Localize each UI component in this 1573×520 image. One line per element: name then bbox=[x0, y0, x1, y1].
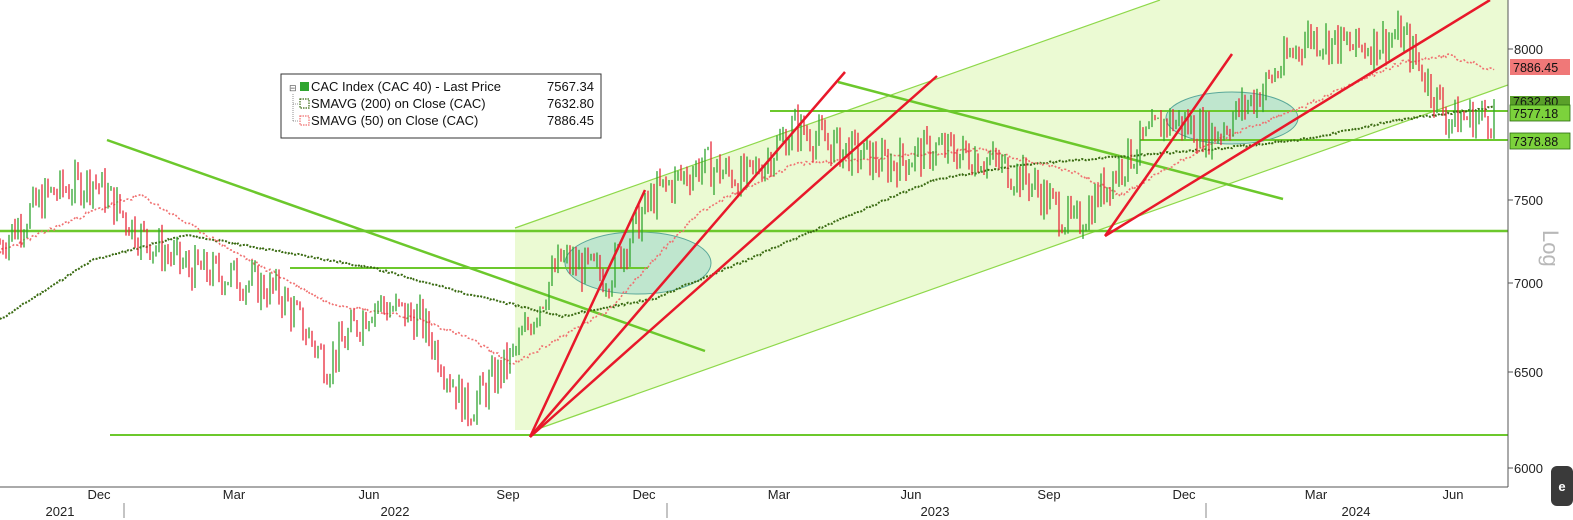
fan-line bbox=[529, 71, 846, 438]
fan-line bbox=[1103, 53, 1234, 237]
svg-text:e: e bbox=[1558, 479, 1565, 494]
x-axis: Dec Mar Jun Sep Dec Mar Jun Sep Dec Mar … bbox=[46, 487, 1464, 519]
fan-line bbox=[528, 189, 647, 438]
fan-line bbox=[1104, 0, 1491, 238]
legend-value: 7567.34 bbox=[547, 79, 594, 94]
legend-item: SMAVG (200) on Close (CAC) 7632.80 bbox=[299, 96, 594, 111]
y-tick-label: 6000 bbox=[1514, 461, 1543, 476]
x-month-label: Dec bbox=[87, 487, 111, 502]
legend-swatch bbox=[299, 115, 310, 126]
price-tag-label: 7577.18 bbox=[1513, 107, 1558, 121]
price-tag-label: 7886.45 bbox=[1513, 61, 1558, 75]
price-bars bbox=[0, 10, 1495, 427]
channel-upper-line bbox=[514, 0, 1161, 229]
y-axis: 8000 7500 7000 6500 6000 bbox=[1508, 42, 1543, 476]
legend-swatch bbox=[300, 82, 309, 91]
legend-label: SMAVG (200) on Close (CAC) bbox=[311, 96, 486, 111]
channel-lower-line bbox=[534, 84, 1508, 431]
legend-value: 7632.80 bbox=[547, 96, 594, 111]
x-month-label: Sep bbox=[496, 487, 519, 502]
fan-line bbox=[529, 75, 938, 438]
scale-label: Log bbox=[1538, 230, 1563, 267]
sma50-line bbox=[0, 53, 1495, 365]
y-tick-label: 7000 bbox=[1514, 276, 1543, 291]
x-month-label: Mar bbox=[1305, 487, 1328, 502]
y-tick-label: 7500 bbox=[1514, 193, 1543, 208]
plot-area bbox=[0, 0, 1508, 438]
legend-tree-icon: ⊟ bbox=[289, 83, 297, 93]
legend-swatch bbox=[299, 98, 310, 109]
x-year-label: 2023 bbox=[921, 504, 950, 519]
legend: CAC Index (CAC 40) - Last Price 7567.34 … bbox=[280, 73, 602, 139]
x-month-label: Dec bbox=[632, 487, 656, 502]
x-month-label: Jun bbox=[901, 487, 922, 502]
legend-item: SMAVG (50) on Close (CAC) 7886.45 bbox=[299, 113, 594, 128]
x-year-label: 2021 bbox=[46, 504, 75, 519]
price-tag-label: 7378.88 bbox=[1513, 135, 1558, 149]
legend-item: CAC Index (CAC 40) - Last Price 7567.34 bbox=[300, 79, 594, 94]
y-tick-label: 6500 bbox=[1514, 365, 1543, 380]
legend-box bbox=[280, 73, 602, 139]
legend-label: CAC Index (CAC 40) - Last Price bbox=[311, 79, 501, 94]
x-month-label: Mar bbox=[223, 487, 246, 502]
downtrend-line bbox=[837, 80, 1284, 201]
legend-label: SMAVG (50) on Close (CAC) bbox=[311, 113, 478, 128]
x-month-label: Sep bbox=[1037, 487, 1060, 502]
legend-value: 7886.45 bbox=[547, 113, 594, 128]
highlight-ellipse bbox=[1165, 91, 1299, 145]
corner-menu-button[interactable]: e bbox=[1551, 466, 1573, 506]
x-year-label: 2022 bbox=[381, 504, 410, 519]
price-tags: 7886.45 7632.80 7577.18 7378.88 bbox=[1509, 59, 1571, 150]
downtrend-line bbox=[106, 138, 706, 353]
price-tag-support bbox=[1509, 132, 1571, 150]
x-month-label: Dec bbox=[1172, 487, 1196, 502]
x-month-label: Jun bbox=[1443, 487, 1464, 502]
x-month-label: Mar bbox=[768, 487, 791, 502]
price-tag-last bbox=[1509, 104, 1571, 122]
x-month-label: Jun bbox=[359, 487, 380, 502]
price-tag-sma50 bbox=[1510, 59, 1570, 75]
trend-channel bbox=[515, 0, 1508, 430]
y-tick-label: 8000 bbox=[1514, 42, 1543, 57]
x-year-label: 2024 bbox=[1342, 504, 1371, 519]
